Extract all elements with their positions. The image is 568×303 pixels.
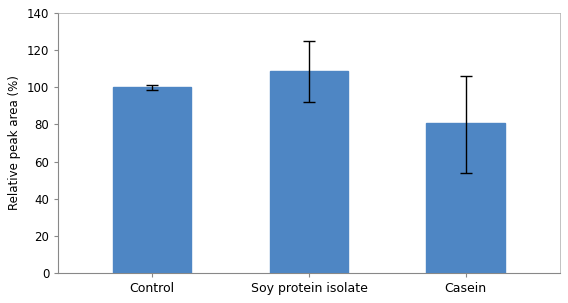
Bar [270,71,348,273]
Bar [113,88,191,273]
Bar [427,123,505,273]
Y-axis label: Relative peak area (%): Relative peak area (%) [9,75,22,210]
